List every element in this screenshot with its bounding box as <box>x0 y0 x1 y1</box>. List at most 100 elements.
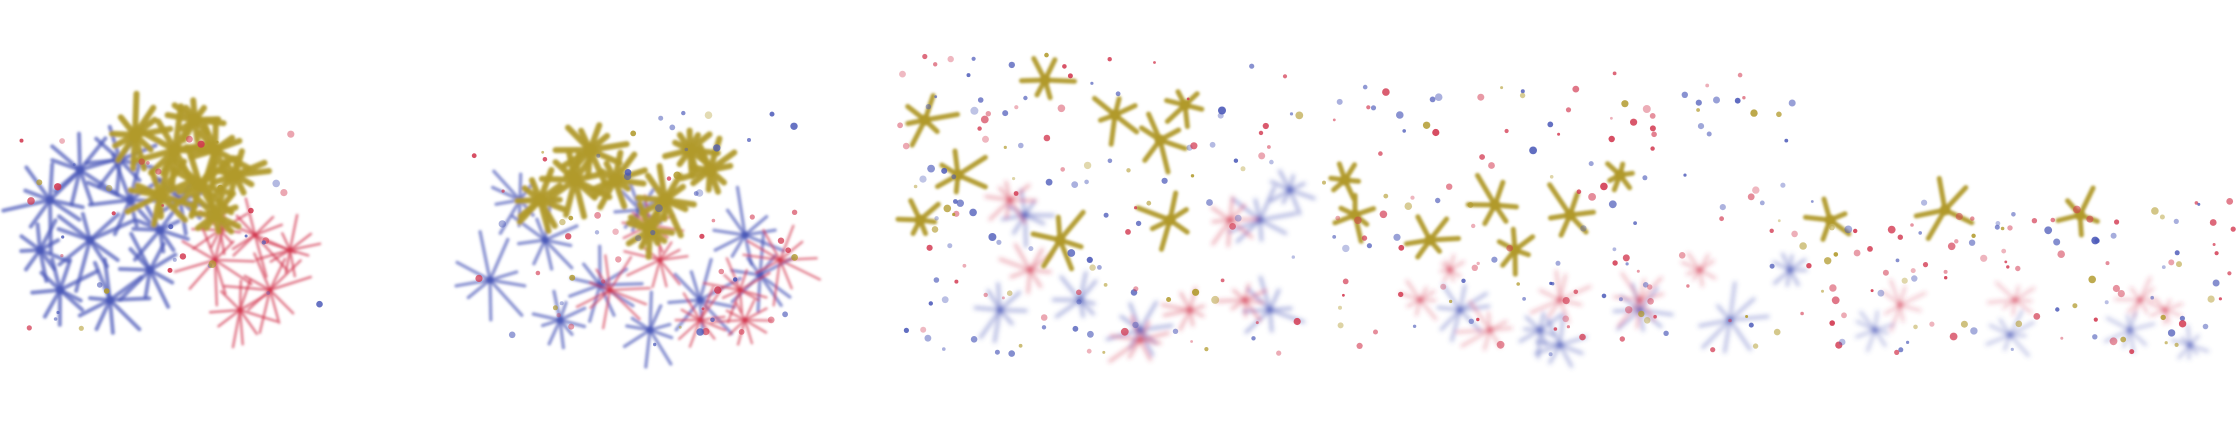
scatter-dot <box>1553 327 1558 331</box>
scatter-dot <box>96 282 103 288</box>
gold-star <box>1030 209 1086 272</box>
scatter-dot <box>1476 261 1480 266</box>
red-star <box>2146 299 2184 325</box>
scatter-dot <box>924 334 932 342</box>
red-star <box>575 254 651 330</box>
scatter-dot <box>2091 236 2100 245</box>
red-star <box>1439 254 1465 282</box>
scatter-dot <box>1522 297 1526 301</box>
scatter-dot <box>777 237 785 244</box>
scatter-dot <box>702 328 710 336</box>
scatter-dot <box>2212 279 2220 287</box>
red-star <box>228 197 297 278</box>
scatter-dot <box>947 55 954 63</box>
scatter-dot <box>733 277 738 282</box>
scatter-dot <box>138 158 145 165</box>
scatter-dot <box>1719 216 1724 222</box>
scatter-dot <box>933 62 938 67</box>
scatter-dot <box>1910 223 1914 227</box>
scatter-dot <box>1519 92 1526 99</box>
scatter-dot <box>1134 206 1138 210</box>
scatter-dot <box>1125 229 1131 235</box>
scatter-dot <box>508 331 516 339</box>
scatter-dot <box>1461 278 1466 283</box>
scatter-dot <box>1562 297 1570 305</box>
scatter-dot <box>2168 259 2175 266</box>
scatter-dot <box>1293 317 1301 326</box>
scatter-dot <box>1229 223 1236 230</box>
scatter-dot <box>714 286 722 294</box>
scatter-dot <box>1249 63 1255 69</box>
scatter-dot <box>1234 214 1242 222</box>
scatter-dot <box>1949 332 1958 341</box>
scatter-dot <box>1867 246 1873 252</box>
scatter-dot <box>1719 204 1726 211</box>
gold-star <box>211 148 272 198</box>
scatter-dot <box>1995 221 2001 226</box>
scatter-dot <box>2015 320 2023 328</box>
scatter-dot <box>1491 256 1498 263</box>
scatter-dot <box>1440 283 1447 290</box>
scatter-dot <box>1404 202 1413 210</box>
blue-star <box>1269 169 1316 216</box>
scatter-dot <box>1970 216 1975 221</box>
blue-star <box>1698 281 1770 354</box>
scatter-dot <box>1267 145 1271 149</box>
scatter-dot <box>1619 336 1626 342</box>
scatter-dot <box>248 207 254 214</box>
scatter-dot <box>1211 295 1220 304</box>
blue-star <box>1855 310 1895 353</box>
scatter-dot <box>471 153 477 159</box>
scatter-dot <box>2072 303 2078 309</box>
scatter-dot <box>1748 322 1754 328</box>
scatter-dot <box>1107 57 1112 62</box>
scatter-dot <box>1396 111 1404 119</box>
scatter-dot <box>713 144 721 152</box>
scatter-dot <box>2110 232 2117 239</box>
scatter-dot <box>1043 134 1051 142</box>
scatter-dot <box>1471 264 1479 271</box>
scatter-dot <box>749 214 755 220</box>
scatter-dot <box>1777 219 1781 223</box>
scatter-dot <box>666 176 672 181</box>
scatter-dot <box>36 179 43 186</box>
scatter-dot <box>208 260 217 268</box>
scatter-dot <box>1332 118 1336 122</box>
scatter-dot <box>111 211 116 216</box>
scatter-dot <box>1471 223 1476 229</box>
scatter-dot <box>1076 299 1082 305</box>
scatter-dot <box>1086 256 1093 263</box>
scatter-dot <box>1506 244 1513 252</box>
scatter-dot <box>1008 61 1015 69</box>
scatter-dot <box>934 216 939 221</box>
scatter-dot <box>1448 299 1453 304</box>
scatter-dot <box>1824 257 1832 265</box>
scatter-dot <box>2000 226 2005 231</box>
scatter-dot <box>782 311 788 318</box>
scatter-dot <box>1960 320 1968 328</box>
scatter-dot <box>103 288 110 294</box>
scatter-dot <box>1622 254 1630 262</box>
scatter-dot <box>1018 142 1024 149</box>
scatter-dot <box>933 277 940 283</box>
scatter-dot <box>1610 116 1613 120</box>
scatter-dot <box>1086 348 1092 354</box>
scatter-dot <box>934 95 938 99</box>
scatter-dot <box>1737 72 1743 78</box>
gold-star <box>1332 192 1377 244</box>
scatter-dot <box>1910 268 1916 274</box>
scatter-dot <box>1695 99 1702 106</box>
scatter-dot <box>630 130 637 137</box>
scatter-dot <box>953 199 958 204</box>
scatter-dot <box>1625 306 1633 314</box>
scatter-dot <box>2120 336 2127 343</box>
red-star <box>2114 276 2158 318</box>
scatter-dot <box>673 171 681 179</box>
scatter-dot <box>1190 142 1198 150</box>
scatter-dot <box>475 274 483 282</box>
scatter-dot <box>1588 193 1596 201</box>
scatter-dot <box>966 73 971 78</box>
scatter-dot <box>2001 248 2007 254</box>
scatter-dot <box>60 254 64 258</box>
scatter-dot <box>2159 214 2165 220</box>
